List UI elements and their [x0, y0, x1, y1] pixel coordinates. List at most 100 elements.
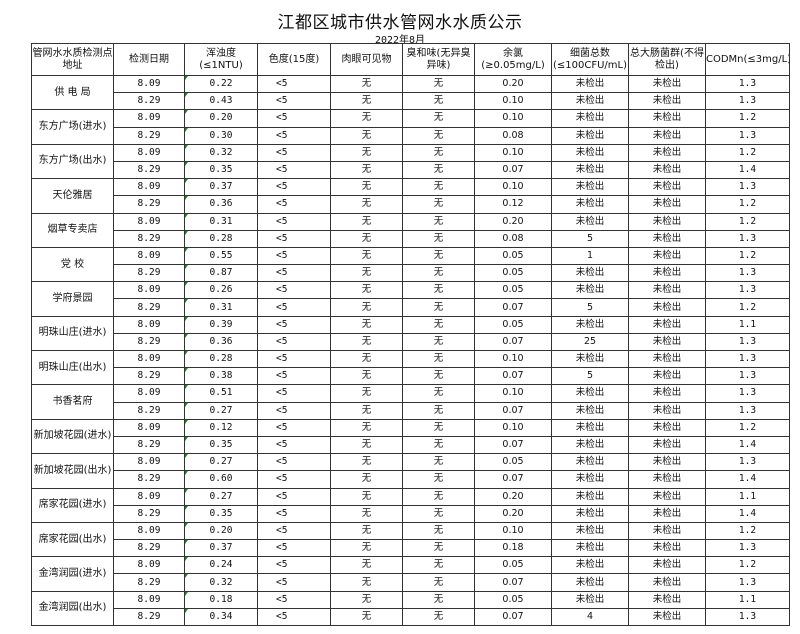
cell-residual-chlorine: 0.07 [474, 607, 552, 627]
cell-residual-chlorine: 0.10 [474, 349, 552, 369]
cell-codmn: 1.2 [705, 521, 790, 541]
cell-residual-chlorine: 0.07 [474, 332, 552, 352]
cell-turbidity: 0.12 [184, 418, 258, 437]
table-row: 明珠山庄(出水) 8.09 0.28 <5 无无 0.10 未检出 未检出 1.3 [31, 349, 790, 386]
cell-date: 8.29 [113, 470, 185, 489]
cell-color: <5 [257, 539, 331, 558]
cell-date: 8.29 [113, 573, 185, 592]
cell-codmn: 1.3 [705, 332, 790, 352]
cell-date: 8.09 [113, 74, 185, 94]
cell-date: 8.29 [113, 435, 185, 455]
cell-turbidity: 0.32 [184, 573, 258, 592]
cell-color: <5 [257, 367, 331, 386]
cell-visible-matter: 无 [330, 556, 403, 575]
cell-odor: 无 [402, 367, 475, 386]
cell-visible-matter: 无 [330, 126, 403, 145]
cell-color: <5 [257, 74, 331, 94]
cell-turbidity: 0.28 [184, 349, 258, 369]
cell-residual-chlorine: 0.05 [474, 246, 552, 266]
cell-date: 8.29 [113, 229, 185, 248]
cell-residual-chlorine: 0.05 [474, 281, 552, 300]
cell-visible-matter: 无 [330, 367, 403, 386]
table-row: 8.29 0.34 <5 无无 0.07 4 未检出 1.3 [32, 607, 790, 627]
cell-bacteria: 未检出 [551, 264, 629, 283]
cell-turbidity: 0.35 [184, 504, 258, 523]
cell-color: <5 [257, 315, 331, 334]
cell-residual-chlorine: 0.12 [474, 195, 552, 214]
table-row: 8.29 0.87 <5 无无 0.05 未检出 未检出 1.3 [32, 264, 790, 283]
table-row: 8.29 0.43 <5 无无 0.10 未检出 未检出 1.3 [32, 92, 790, 111]
cell-bacteria: 未检出 [551, 384, 629, 403]
cell-coliform: 未检出 [628, 556, 706, 575]
cell-bacteria: 未检出 [551, 487, 629, 506]
cell-color: <5 [257, 573, 331, 592]
cell-residual-chlorine: 0.20 [474, 74, 552, 94]
cell-color: <5 [257, 418, 331, 437]
cell-coliform: 未检出 [628, 384, 706, 403]
header-visible-matter: 肉眼可见物 [330, 43, 403, 76]
cell-turbidity: 0.55 [184, 246, 258, 266]
site-name: 金湾润园(进水) [31, 556, 114, 592]
cell-odor: 无 [402, 212, 475, 231]
cell-visible-matter: 无 [330, 539, 403, 558]
cell-turbidity: 0.24 [184, 556, 258, 575]
cell-coliform: 未检出 [628, 470, 706, 489]
cell-turbidity: 0.39 [184, 315, 258, 334]
cell-visible-matter: 无 [330, 487, 403, 506]
cell-visible-matter: 无 [330, 315, 403, 334]
header-odor: 臭和味(无异臭异味) [402, 43, 475, 76]
table-row: 烟草专卖店 8.09 0.31 <5 无无 0.20 未检出 未检出 1.2 [31, 212, 790, 248]
cell-odor: 无 [402, 229, 475, 248]
cell-visible-matter: 无 [330, 178, 403, 197]
cell-date: 8.29 [113, 195, 185, 214]
cell-visible-matter: 无 [330, 453, 403, 472]
cell-turbidity: 0.27 [184, 401, 258, 420]
cell-date: 8.09 [113, 521, 185, 541]
cell-odor: 无 [402, 315, 475, 334]
cell-bacteria: 5 [551, 367, 629, 386]
header-row: 管网水水质检测点地址 检测日期 浑浊度(≤1NTU) 色度(15度) 肉眼可见物 臭和味(… [31, 43, 790, 76]
cell-date: 8.29 [113, 539, 185, 558]
table-row: 供 电 局 8.09 0.22 <5 无无 0.20 未检出 未检出 1.3 [31, 74, 790, 111]
cell-turbidity: 0.26 [184, 281, 258, 300]
cell-visible-matter: 无 [330, 607, 403, 627]
cell-visible-matter: 无 [330, 264, 403, 283]
cell-visible-matter: 无 [330, 195, 403, 214]
cell-codmn: 1.4 [705, 160, 790, 180]
cell-date: 8.29 [113, 298, 185, 317]
cell-codmn: 1.3 [705, 539, 790, 558]
cell-date: 8.09 [113, 384, 185, 403]
cell-color: <5 [257, 143, 331, 162]
cell-codmn: 1.2 [705, 246, 790, 266]
cell-odor: 无 [402, 435, 475, 455]
cell-color: <5 [257, 126, 331, 145]
cell-codmn: 1.3 [705, 384, 790, 403]
cell-residual-chlorine: 0.10 [474, 92, 552, 111]
cell-coliform: 未检出 [628, 521, 706, 541]
cell-coliform: 未检出 [628, 160, 706, 180]
cell-odor: 无 [402, 384, 475, 403]
cell-color: <5 [257, 298, 331, 317]
cell-color: <5 [257, 212, 331, 231]
cell-visible-matter: 无 [330, 92, 403, 111]
table-row: 党 校 8.09 0.55 <5 无无 0.05 1 未检出 1.2 [31, 246, 790, 283]
cell-bacteria: 未检出 [551, 143, 629, 162]
cell-visible-matter: 无 [330, 281, 403, 300]
cell-color: <5 [257, 607, 331, 627]
cell-codmn: 1.3 [705, 607, 790, 627]
cell-bacteria: 1 [551, 246, 629, 266]
cell-color: <5 [257, 556, 331, 575]
cell-color: <5 [257, 349, 331, 369]
site-name: 新加坡花园(出水) [31, 453, 114, 489]
site-name: 席家花园(进水) [31, 487, 114, 523]
cell-turbidity: 0.38 [184, 367, 258, 386]
cell-date: 8.29 [113, 367, 185, 386]
cell-bacteria: 未检出 [551, 281, 629, 300]
site-name: 明珠山庄(进水) [31, 315, 114, 352]
cell-bacteria: 未检出 [551, 401, 629, 420]
cell-residual-chlorine: 0.07 [474, 401, 552, 420]
cell-odor: 无 [402, 470, 475, 489]
cell-coliform: 未检出 [628, 367, 706, 386]
cell-codmn: 1.1 [705, 590, 790, 609]
cell-residual-chlorine: 0.05 [474, 453, 552, 472]
